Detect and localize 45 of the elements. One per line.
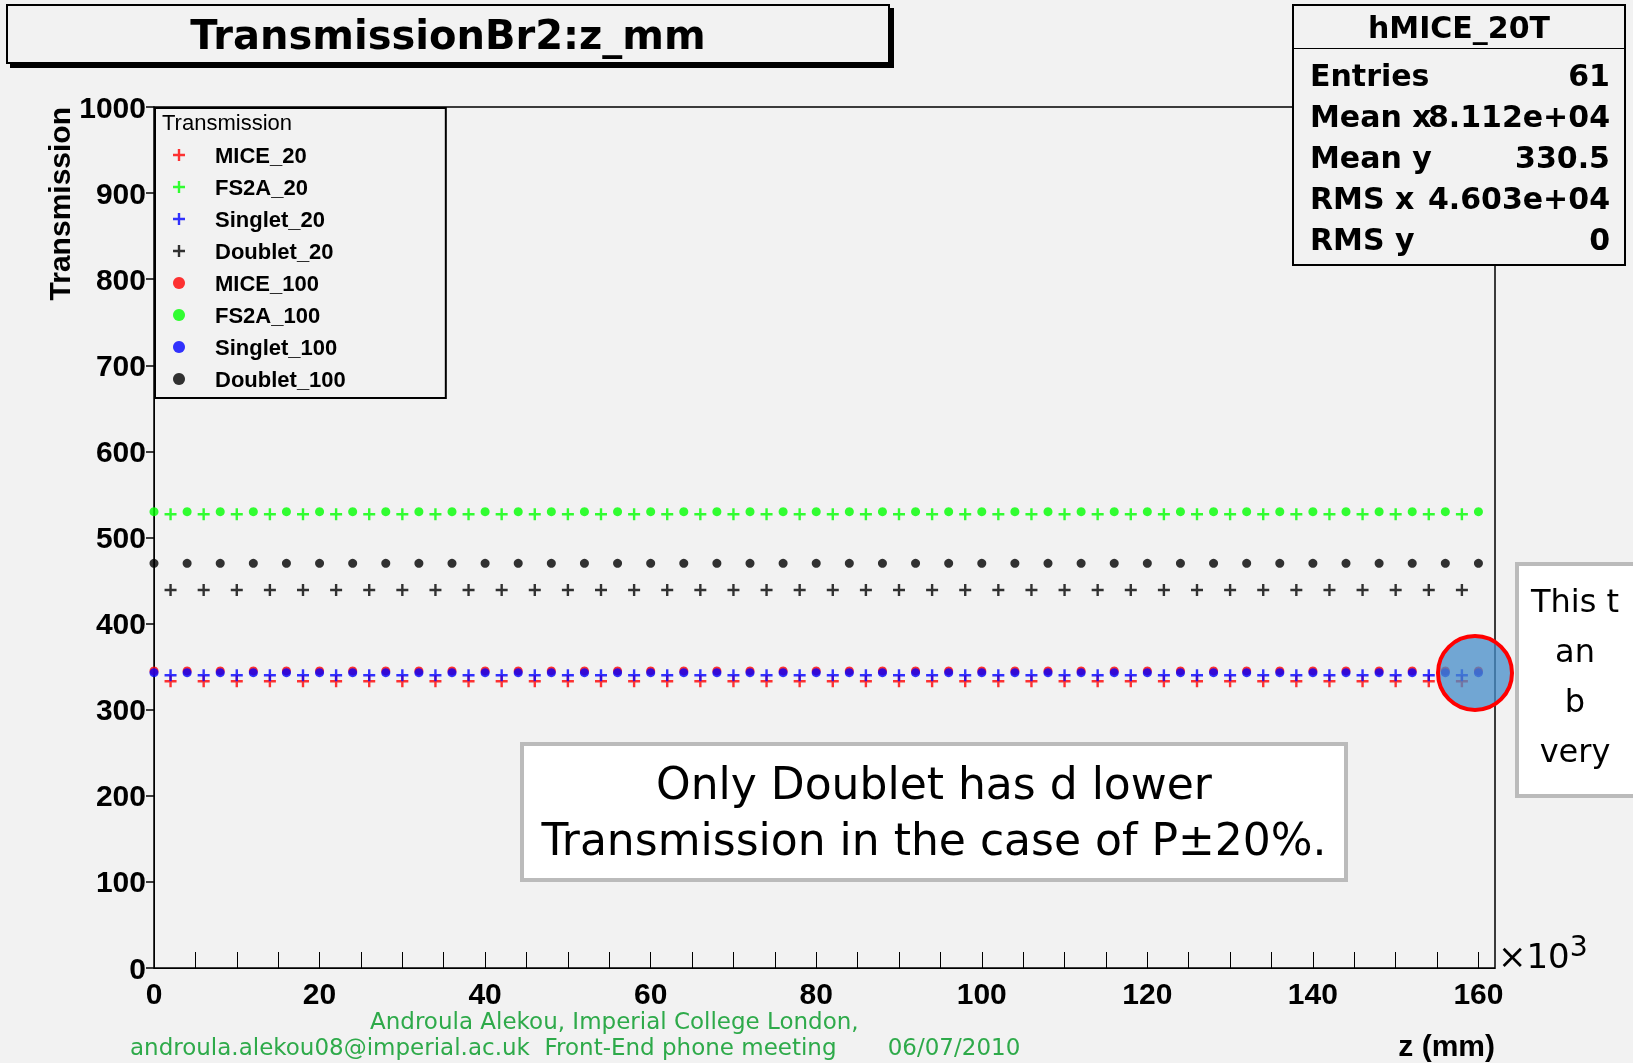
text: hMICE_20T [1366, 10, 1552, 45]
text: This t an b very [1529, 581, 1621, 772]
x-tick-label: 140 [1287, 976, 1338, 1010]
legend-label: Doublet_20 [215, 238, 334, 264]
annotation: RMS y [1310, 222, 1415, 257]
text: androula.alekou08@imperial.ac.uk Front-End phone meeting 06/07/2010 [130, 1034, 1021, 1060]
y-tick-label: 500 [95, 521, 146, 554]
x-tick-label: 80 [799, 976, 833, 1010]
legend-label: Singlet_100 [215, 334, 338, 360]
y-tick-label: 800 [95, 262, 146, 296]
y-tick-label: 1000 [79, 90, 146, 124]
x-tick-label: 120 [1122, 976, 1173, 1010]
x-tick-label: 160 [1453, 976, 1504, 1010]
y-tick-label: 600 [95, 434, 146, 468]
y-tick-label: 100 [95, 865, 146, 899]
annotation: Mean y [1310, 140, 1432, 175]
x-tick-label: 100 [956, 976, 1007, 1010]
annotation: RMS x [1310, 181, 1415, 216]
y-tick-label: 0 [129, 951, 146, 985]
legend-label: MICE_20 [215, 142, 307, 168]
y-tick-label: 400 [95, 607, 146, 641]
annotation: 4.603e+04 [1427, 181, 1610, 216]
text: 0 [1589, 222, 1610, 257]
x-axis-title: z (mm) [1398, 1028, 1495, 1062]
chart-title: TransmissionBr2:z_mm [189, 12, 707, 58]
annotation: Only Doublet has d lower Transmission in the case of P±20%. [540, 757, 1328, 867]
legend-label: FS2A_100 [215, 302, 321, 328]
text: 61 [1568, 58, 1610, 93]
y-tick-label: 900 [95, 176, 146, 210]
x-tick-label: 40 [468, 976, 502, 1010]
y-axis-title: Transmission [42, 107, 76, 301]
legend-title: Transmission [162, 109, 292, 135]
text: 330.5 [1515, 140, 1610, 175]
legend-label: Singlet_20 [215, 206, 326, 232]
legend-label: Doublet_100 [215, 366, 346, 392]
text: Entries [1310, 58, 1430, 93]
text: ×10$^{3}$ [1498, 930, 1588, 977]
y-tick-label: 200 [95, 779, 146, 813]
legend-label: FS2A_20 [215, 174, 308, 200]
text: Androula Alekou, Imperial College London, [370, 1008, 859, 1034]
y-tick-label: 700 [95, 348, 146, 382]
x-tick-label: 60 [633, 976, 668, 1010]
y-tick-label: 300 [95, 693, 146, 727]
x-tick-label: 20 [302, 976, 337, 1010]
legend-label: MICE_100 [215, 270, 319, 296]
